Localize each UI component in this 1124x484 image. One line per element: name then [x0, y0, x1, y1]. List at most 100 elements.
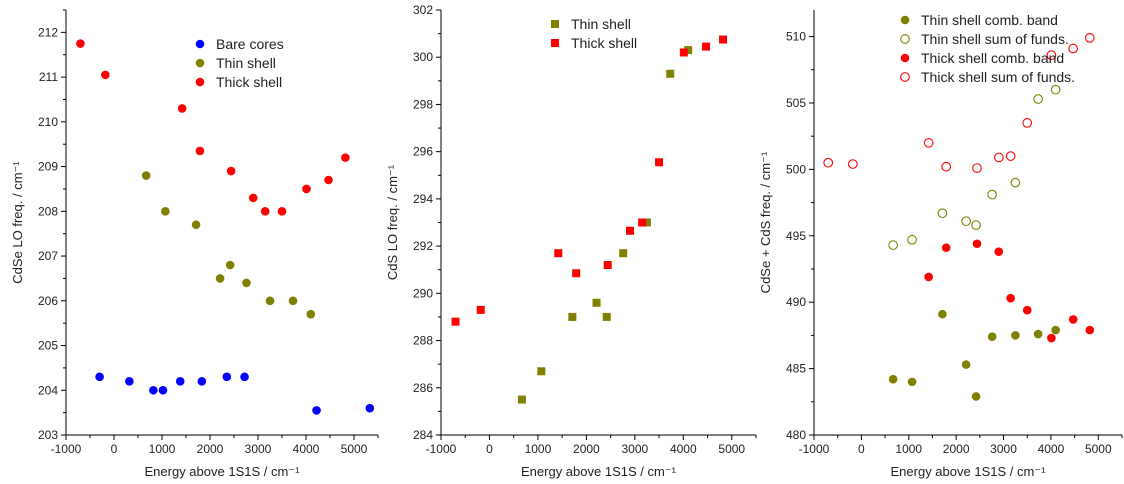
- y-tick-label: 205: [38, 339, 58, 353]
- data-point-thick-shell-sum-of-funds: [1068, 43, 1079, 54]
- data-point-thick-shell: [626, 226, 634, 235]
- y-tick-label: 292: [413, 239, 433, 253]
- x-tick-label: 5000: [341, 442, 368, 456]
- legend-label-thick-shell-comb-band: Thick shell comb. band: [921, 50, 1064, 66]
- y-tick-label: 206: [38, 294, 58, 308]
- x-tick-label: 1000: [895, 442, 922, 456]
- y-tick-label: 300: [413, 50, 433, 64]
- data-point-thick-shell-sum-of-funds: [923, 137, 934, 148]
- data-point-bare-cores: [365, 403, 375, 413]
- data-point-thick-shell: [476, 305, 485, 314]
- data-point-thick-shell: [76, 39, 85, 48]
- series-thick-shell: [451, 35, 728, 326]
- data-point-thick-shell-comb-band: [1006, 293, 1015, 303]
- data-point-thick-shell-comb-band: [972, 239, 982, 249]
- data-point-thin-shell-sum-of-funds: [907, 234, 917, 245]
- data-point-thick-shell-comb-band: [924, 272, 933, 282]
- data-point-bare-cores: [158, 385, 168, 395]
- chart-panel-cds-lo: -1000 0 1000 2000 3000 4000 5000 284 286 288 290 29…: [385, 3, 757, 479]
- data-point-bare-cores: [312, 406, 321, 415]
- y-tick-label: 208: [38, 204, 58, 218]
- y-tick-label: 210: [38, 115, 58, 129]
- data-point-thick-shell-sum-of-funds: [1084, 33, 1095, 43]
- data-point-thin-shell-sum-of-funds: [961, 216, 971, 227]
- data-point-bare-cores: [197, 377, 207, 386]
- data-point-thin-shell-sum-of-funds: [1033, 94, 1043, 104]
- data-point-thick-shell: [638, 218, 647, 227]
- legend: Bare cores Thin shell Thick shell: [195, 36, 284, 90]
- x-tick-label: 4000: [670, 442, 697, 456]
- y-tick-label: 212: [38, 25, 58, 39]
- y-tick-label: 207: [38, 249, 58, 263]
- legend-label-thick-shell: Thick shell: [216, 74, 282, 90]
- data-point-thin-shell: [161, 207, 170, 216]
- data-point-thick-shell: [226, 166, 236, 176]
- data-point-thin-shell-comb-band: [1033, 329, 1043, 339]
- y-tick-label: 505: [786, 96, 806, 110]
- y-tick-label: 485: [786, 362, 806, 376]
- data-point-thick-shell: [702, 42, 711, 51]
- data-point-thin-shell-comb-band: [961, 360, 971, 369]
- x-tick-label: 1000: [149, 442, 176, 456]
- data-point-thin-shell-comb-band: [907, 377, 917, 387]
- data-point-thick-shell: [451, 317, 460, 326]
- data-point-thick-shell: [277, 207, 287, 216]
- series-thick-shell-sum-of-funds: [823, 33, 1095, 173]
- x-tick-label: 4000: [293, 442, 320, 456]
- data-point-thin-shell: [517, 395, 526, 404]
- legend-marker-thin-shell-comb-band: [900, 15, 910, 25]
- legend-label-thin-shell: Thin shell: [571, 16, 631, 32]
- legend-marker-bare-cores: [195, 39, 205, 49]
- data-point-thick-shell: [177, 104, 187, 113]
- chart-panel-cdse-lo: -1000 0 1000 2000 3000 4000 5000 203 204 205 206 20…: [10, 9, 379, 479]
- y-axis-label: CdSe + CdS freq. / cm⁻¹: [758, 151, 773, 293]
- legend-label-thin-shell-sum-of-funds: Thin shell sum of funds.: [921, 31, 1069, 47]
- data-point-thin-shell: [265, 296, 275, 306]
- legend: Thin shell comb. band Thin shell sum of f…: [900, 12, 1075, 85]
- data-point-thick-shell-comb-band: [1047, 333, 1056, 343]
- y-tick-label: 294: [413, 192, 433, 206]
- data-point-bare-cores: [222, 372, 232, 382]
- data-point-thick-shell-sum-of-funds: [993, 152, 1004, 163]
- data-point-thin-shell-sum-of-funds: [1010, 177, 1021, 188]
- chart-panel-cdse-plus-cds: -1000 0 1000 2000 3000 4000 5000 480 485 490 495 50…: [758, 10, 1123, 479]
- data-point-thick-shell-sum-of-funds: [972, 163, 982, 173]
- data-point-thick-shell: [341, 153, 350, 162]
- data-point-thick-shell-sum-of-funds: [941, 161, 952, 172]
- data-point-bare-cores: [125, 377, 134, 386]
- data-point-thin-shell: [537, 367, 546, 376]
- data-point-thin-shell-comb-band: [1051, 325, 1060, 335]
- data-point-bare-cores: [240, 372, 249, 382]
- x-tick-label: 2000: [943, 442, 970, 456]
- data-point-thick-shell: [248, 193, 258, 203]
- y-tick-label: 490: [786, 295, 806, 309]
- y-tick-label: 209: [38, 160, 58, 174]
- data-point-thin-shell-comb-band: [938, 309, 947, 319]
- data-point-thick-shell: [655, 158, 664, 167]
- y-tick-label: 290: [413, 286, 433, 300]
- data-point-thin-shell-sum-of-funds: [1050, 84, 1061, 95]
- y-tick-label: 286: [413, 381, 433, 395]
- x-tick-label: -1000: [51, 442, 82, 456]
- x-tick-label: -1000: [799, 442, 830, 456]
- data-point-thick-shell: [554, 249, 563, 258]
- data-point-thin-shell: [225, 260, 235, 270]
- data-point-thin-shell-comb-band: [888, 374, 898, 384]
- data-point-thin-shell: [141, 171, 151, 180]
- data-point-bare-cores: [149, 385, 158, 395]
- data-point-thick-shell-comb-band: [1022, 305, 1032, 315]
- data-point-thin-shell-sum-of-funds: [888, 240, 898, 250]
- data-point-thin-shell: [666, 69, 675, 78]
- y-tick-label: 296: [413, 145, 433, 159]
- x-tick-label: 5000: [718, 442, 745, 456]
- data-point-thin-shell-sum-of-funds: [937, 208, 948, 219]
- data-point-thin-shell-comb-band: [1011, 331, 1020, 340]
- legend: Thin shell Thick shell: [551, 16, 637, 51]
- legend-label-thin-shell-comb-band: Thin shell comb. band: [921, 12, 1058, 28]
- data-point-thick-shell-sum-of-funds: [1046, 50, 1057, 61]
- data-point-thick-shell-comb-band: [941, 243, 951, 253]
- legend-label-thick-shell: Thick shell: [571, 35, 637, 51]
- y-axis-label: CdS LO freq. / cm⁻¹: [385, 164, 400, 280]
- x-axis-label: Energy above 1S1S / cm⁻¹: [521, 464, 677, 479]
- legend-label-thick-shell-sum-of-funds: Thick shell sum of funds.: [921, 69, 1075, 85]
